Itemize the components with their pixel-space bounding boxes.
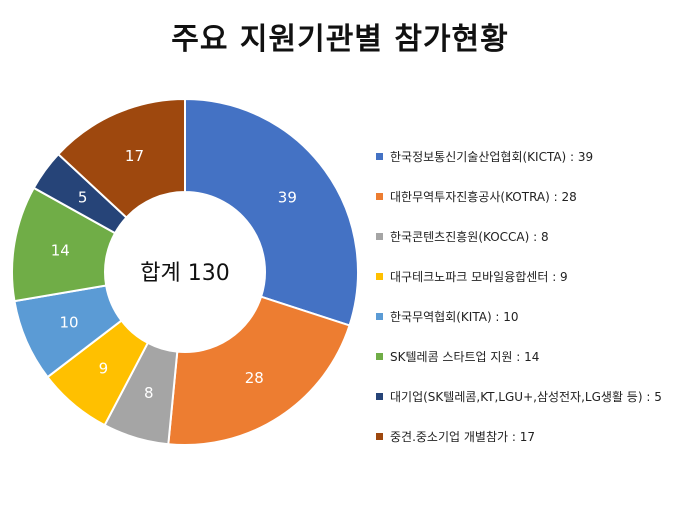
legend-item-6: 대기업(SK텔레콤,KT,LGU+,삼성전자,LG생활 등) : 5 [376,376,676,416]
legend-label-5: SK텔레콤 스타트업 지원 : 14 [390,349,540,364]
legend-label-7: 중견.중소기업 개별참가 : 17 [390,429,535,444]
legend-swatch-6 [376,392,383,400]
legend-label-0: 한국정보통신기술산업협회(KICTA) : 39 [390,149,594,164]
slice-1 [167,295,351,446]
slice-value-label-3: 9 [99,360,109,378]
legend-swatch-7 [376,432,383,440]
legend-swatch-4 [376,312,383,320]
legend-label-4: 한국무역협회(KITA) : 10 [390,309,519,324]
chart-legend: 한국정보통신기술산업협회(KICTA) : 39 대한무역투자진흥공사(KOTRA… [376,136,676,456]
slice-value-label-4: 10 [59,314,78,332]
slice-value-label-6: 5 [78,189,88,207]
legend-item-1: 대한무역투자진흥공사(KOTRA) : 28 [376,176,676,216]
legend-swatch-1 [376,192,383,200]
slice-0 [184,97,359,327]
slice-value-label-0: 39 [278,189,297,207]
donut-slices [11,97,359,446]
legend-item-2: 한국콘텐츠진흥원(KOCCA) : 8 [376,216,676,256]
legend-item-7: 중견.중소기업 개별참가 : 17 [376,416,676,456]
center-total-label: 합계 130 [140,261,229,286]
legend-item-0: 한국정보통신기술산업협회(KICTA) : 39 [376,136,676,176]
legend-swatch-3 [376,272,383,280]
slice-value-label-2: 8 [144,384,154,402]
legend-swatch-2 [376,232,383,240]
legend-swatch-5 [376,352,383,360]
chart-title: 주요 지원기관별 참가현황 [171,22,509,57]
legend-item-3: 대구테크노파크 모바일융합센터 : 9 [376,256,676,296]
legend-label-2: 한국콘텐츠진흥원(KOCCA) : 8 [390,229,549,244]
slice-value-label-1: 28 [245,369,264,387]
slice-labels: 39 28 8 9 10 14 5 17 [51,147,297,402]
legend-swatch-0 [376,152,383,160]
legend-label-6: 대기업(SK텔레콤,KT,LGU+,삼성전자,LG생활 등) : 5 [390,389,662,404]
slice-value-label-5: 14 [51,242,70,260]
slice-value-label-7: 17 [125,147,144,165]
slice-7 [56,97,186,219]
legend-label-1: 대한무역투자진흥공사(KOTRA) : 28 [390,189,577,204]
legend-item-5: SK텔레콤 스타트업 지원 : 14 [376,336,676,376]
legend-label-3: 대구테크노파크 모바일융합센터 : 9 [390,269,568,284]
legend-item-4: 한국무역협회(KITA) : 10 [376,296,676,336]
